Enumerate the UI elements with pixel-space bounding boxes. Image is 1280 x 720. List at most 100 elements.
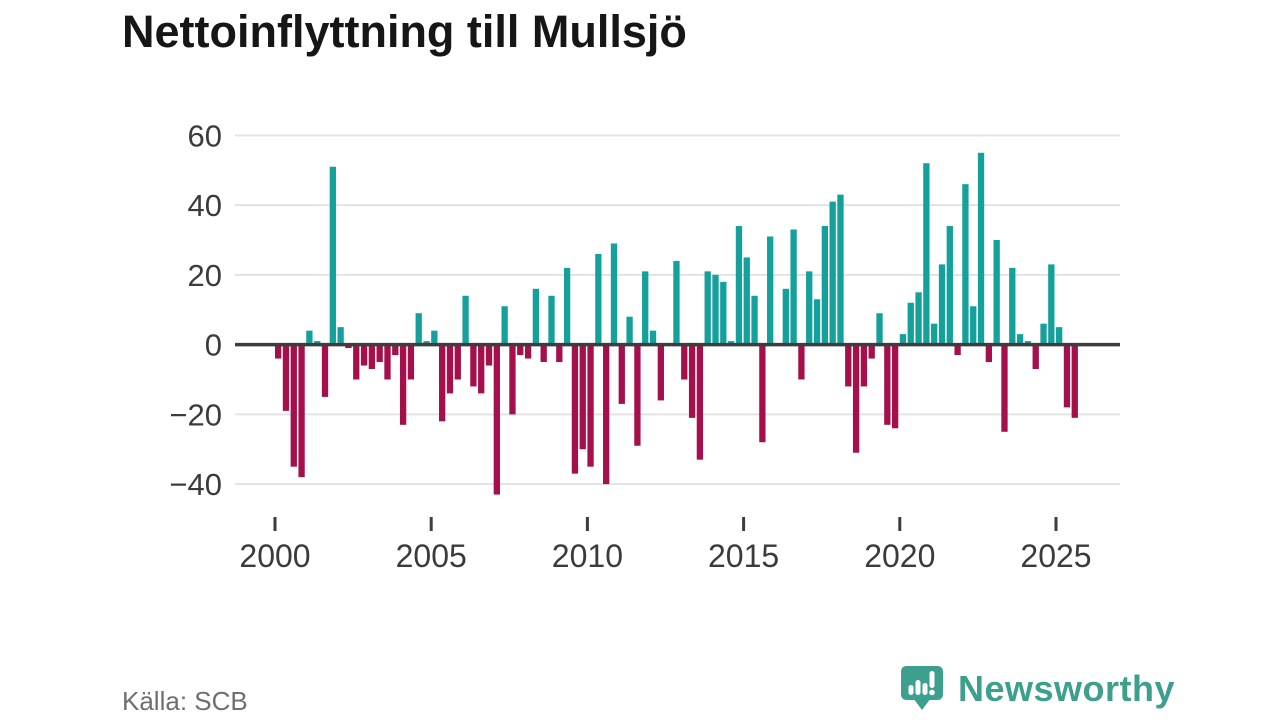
- bar: [524, 344, 532, 359]
- bar: [899, 334, 907, 345]
- bar: [1048, 264, 1055, 345]
- bar: [618, 344, 625, 404]
- bar: [970, 306, 977, 345]
- bar: [868, 344, 875, 359]
- logo-bar-tall: [922, 683, 928, 695]
- bar: [1040, 323, 1047, 345]
- bar: [993, 239, 1000, 345]
- bar: [556, 344, 563, 363]
- bar: [282, 344, 290, 411]
- bar: [712, 274, 719, 345]
- bar: [368, 344, 376, 370]
- bar: [681, 344, 688, 380]
- bar: [446, 344, 454, 394]
- bar: [860, 344, 868, 387]
- bar: [915, 292, 922, 345]
- bar: [696, 344, 704, 460]
- bar: [821, 226, 828, 345]
- bar: [759, 344, 766, 443]
- bar: [337, 327, 344, 345]
- x-axis-tick-label: 2010: [552, 538, 623, 574]
- bar: [392, 344, 399, 356]
- bar: [876, 313, 883, 345]
- bar: [501, 306, 508, 345]
- bar: [540, 344, 547, 363]
- y-axis-tick-label: 0: [205, 328, 222, 363]
- y-axis-tick-label: 20: [188, 258, 222, 293]
- bar: [891, 344, 899, 429]
- logo-bar-medium: [915, 680, 921, 695]
- bar: [454, 344, 461, 380]
- bar: [376, 344, 383, 363]
- bar: [790, 229, 797, 345]
- bar: [1016, 334, 1024, 345]
- bar: [275, 344, 282, 359]
- bar: [1001, 344, 1008, 432]
- y-axis-tick-label: 60: [188, 118, 222, 153]
- logo-bar-short: [908, 685, 914, 695]
- bar: [587, 344, 594, 467]
- x-axis-tick-label: 2015: [708, 538, 779, 574]
- brand-name: Newsworthy: [958, 667, 1176, 709]
- bar: [610, 243, 618, 345]
- bar: [743, 257, 750, 345]
- bar: [548, 295, 555, 345]
- bar: [415, 313, 422, 345]
- bar: [399, 344, 407, 425]
- bar: [360, 344, 368, 366]
- bar: [634, 344, 641, 446]
- bar: [798, 344, 805, 380]
- bar: [493, 344, 500, 495]
- bar: [829, 201, 836, 345]
- x-axis-tick-label: 2000: [239, 538, 310, 574]
- bar: [923, 163, 930, 345]
- x-axis-tick-label: 2020: [864, 538, 935, 574]
- bar: [962, 184, 969, 345]
- brand-logo: Newsworthy: [898, 664, 1175, 713]
- chart-title: Nettoinflyttning till Mullsjö: [122, 6, 687, 57]
- bar: [353, 344, 360, 380]
- bar: [907, 302, 914, 345]
- bar: [290, 344, 297, 467]
- bar: [767, 236, 774, 345]
- logo-exclamation-stem: [929, 671, 935, 688]
- bar: [688, 344, 696, 418]
- bar: [1009, 267, 1016, 345]
- bar: [485, 344, 493, 366]
- bar: [673, 260, 680, 345]
- bar: [931, 323, 938, 345]
- bar: [329, 166, 336, 345]
- bar: [579, 344, 586, 450]
- bar: [1063, 344, 1071, 408]
- bar: [517, 344, 524, 356]
- bar: [470, 344, 477, 387]
- bar: [462, 295, 469, 345]
- x-axis-tick-label: 2025: [1020, 538, 1091, 574]
- y-axis-tick-label: −40: [169, 467, 222, 502]
- bar: [478, 344, 485, 394]
- bar: [563, 267, 571, 345]
- bar: [407, 344, 415, 380]
- bar: [720, 281, 727, 345]
- bar: [954, 344, 961, 356]
- bar: [532, 288, 540, 345]
- source-note: Källa: SCB: [122, 686, 248, 716]
- bar: [884, 344, 891, 425]
- bar: [985, 344, 993, 363]
- bar: [603, 344, 610, 485]
- bar: [813, 299, 821, 345]
- bar: [649, 330, 657, 345]
- bar: [321, 344, 329, 397]
- bar: [384, 344, 391, 380]
- bar: [431, 330, 438, 345]
- bar: [751, 295, 758, 345]
- y-axis-tick-label: 40: [188, 188, 222, 223]
- logo-exclamation-dot: [929, 689, 935, 696]
- bar: [977, 152, 985, 345]
- bar: [657, 344, 664, 401]
- bar: [439, 344, 446, 422]
- bar: [642, 271, 649, 345]
- bar: [1056, 327, 1063, 345]
